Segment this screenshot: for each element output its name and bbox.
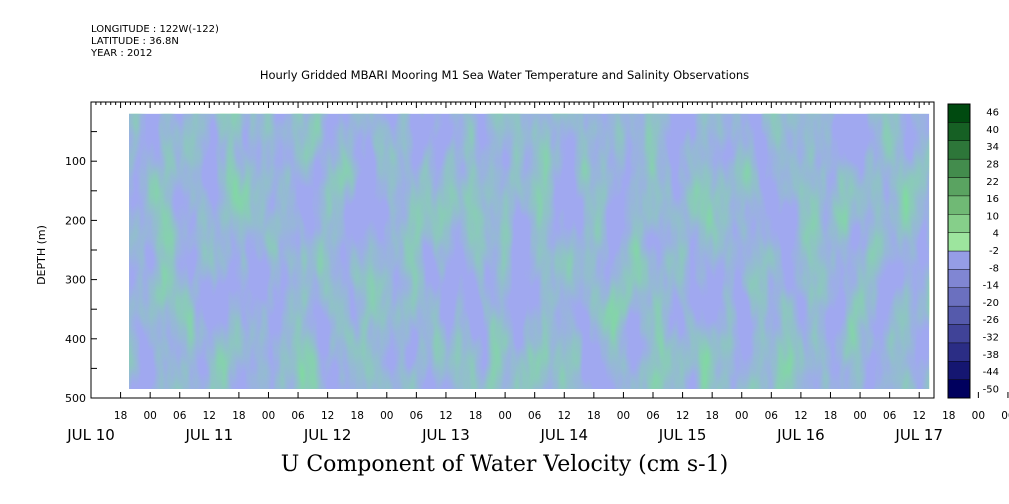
colorbar-label: -26	[983, 315, 999, 326]
x-day-label: JUL 14	[539, 426, 588, 444]
x-day-label: JUL 16	[776, 426, 825, 444]
colorbar-label: -50	[983, 384, 999, 395]
x-tick-label: 12	[558, 410, 571, 422]
colorbar-band	[947, 287, 971, 307]
colorbar-label: -14	[983, 281, 999, 292]
colorbar-band	[947, 158, 971, 178]
x-tick-label: 12	[794, 410, 807, 422]
x-tick-label: 06	[646, 410, 660, 422]
x-tick-label: 12	[676, 410, 689, 422]
colorbar-band	[947, 324, 971, 344]
colorbar-label: -2	[989, 246, 999, 257]
x-tick-label: 00	[262, 410, 275, 422]
x-tick-label: 18	[351, 410, 364, 422]
x-tick-label: 06	[528, 410, 542, 422]
y-tick-label: 500	[65, 392, 86, 405]
colorbar-label: -8	[989, 263, 999, 274]
x-tick-label: 00	[972, 410, 985, 422]
colorbar-label: 10	[986, 211, 999, 222]
colorbar-label: -32	[983, 332, 999, 343]
colorbar-label: 34	[986, 142, 999, 153]
x-tick-label: 06	[291, 410, 305, 422]
x-tick-label: 00	[143, 410, 156, 422]
latitude-label: LATITUDE : 36.8N	[91, 36, 179, 47]
colorbar-label: -38	[983, 350, 999, 361]
x-tick-label: 12	[321, 410, 334, 422]
colorbar-band	[947, 342, 971, 362]
heatmap-cells	[129, 113, 930, 389]
colorbar: 46 40 34 28 22 16 10 4 -2 -8 -14 -20 -26 -32 -38 -44 -50	[947, 103, 999, 399]
year-label: YEAR : 2012	[91, 48, 153, 59]
colorbar-band	[947, 305, 971, 325]
colorbar-band	[947, 122, 971, 141]
variable-title: U Component of Water Velocity (cm s-1)	[280, 452, 729, 477]
longitude-label: LONGITUDE : 122W(-122)	[91, 24, 219, 35]
colorbar-band	[947, 103, 971, 123]
x-tick-label: 00	[853, 410, 866, 422]
colorbar-label: 4	[993, 229, 999, 240]
colorbar-label: 40	[986, 125, 999, 136]
x-day-label: JUL 15	[658, 426, 707, 444]
x-day-label: JUL 17	[894, 426, 943, 444]
x-tick-label: 18	[469, 410, 482, 422]
x-tick-label: 12	[203, 410, 216, 422]
colorbar-band	[947, 269, 971, 288]
colorbar-label: 28	[986, 160, 999, 171]
x-tick-label: 18	[587, 410, 600, 422]
x-tick-label: 18	[705, 410, 718, 422]
x-tick-label: 06	[173, 410, 187, 422]
x-tick-label: 18	[942, 410, 955, 422]
colorbar-label: 22	[986, 177, 999, 188]
chart-title: Hourly Gridded MBARI Mooring M1 Sea Wate…	[259, 68, 750, 82]
colorbar-band	[947, 140, 971, 160]
x-tick-label: 12	[439, 410, 452, 422]
colorbar-label: 46	[986, 108, 999, 119]
colorbar-frame	[947, 103, 971, 399]
x-day-label: JUL 11	[185, 426, 234, 444]
x-tick-label: 18	[824, 410, 837, 422]
colorbar-band	[947, 177, 971, 197]
y-axis-label: DEPTH (m)	[35, 225, 48, 285]
heatmap-field	[129, 113, 930, 389]
colorbar-band	[947, 214, 971, 233]
colorbar-label: -44	[983, 367, 999, 378]
colorbar-band	[947, 232, 971, 252]
heatmap-texture	[129, 113, 930, 389]
x-day-label: JUL 12	[303, 426, 352, 444]
colorbar-band	[947, 250, 971, 270]
x-day-label: JUL 10	[66, 426, 115, 444]
y-tick-label: 100	[65, 155, 86, 168]
x-tick-label: 12	[913, 410, 926, 422]
x-tick-label: 00	[617, 410, 630, 422]
colorbar-band	[947, 361, 971, 380]
y-tick-label: 300	[65, 274, 86, 287]
x-day-label: JUL 13	[421, 426, 470, 444]
x-tick-label: 06	[765, 410, 779, 422]
colorbar-label: -20	[983, 298, 999, 309]
x-tick-label: 18	[232, 410, 245, 422]
x-tick-label: 00	[380, 410, 393, 422]
colorbar-label: 16	[986, 194, 999, 205]
x-tick-label: 06	[410, 410, 424, 422]
x-tick-label: 00	[498, 410, 511, 422]
x-tick-label: 00	[735, 410, 748, 422]
colorbar-band	[947, 379, 971, 399]
x-tick-label: 06	[883, 410, 897, 422]
y-tick-label: 200	[65, 214, 86, 227]
y-tick-label: 400	[65, 333, 86, 346]
colorbar-band	[947, 195, 971, 215]
x-tick-label: 06	[1001, 410, 1009, 422]
x-tick-label: 18	[114, 410, 127, 422]
